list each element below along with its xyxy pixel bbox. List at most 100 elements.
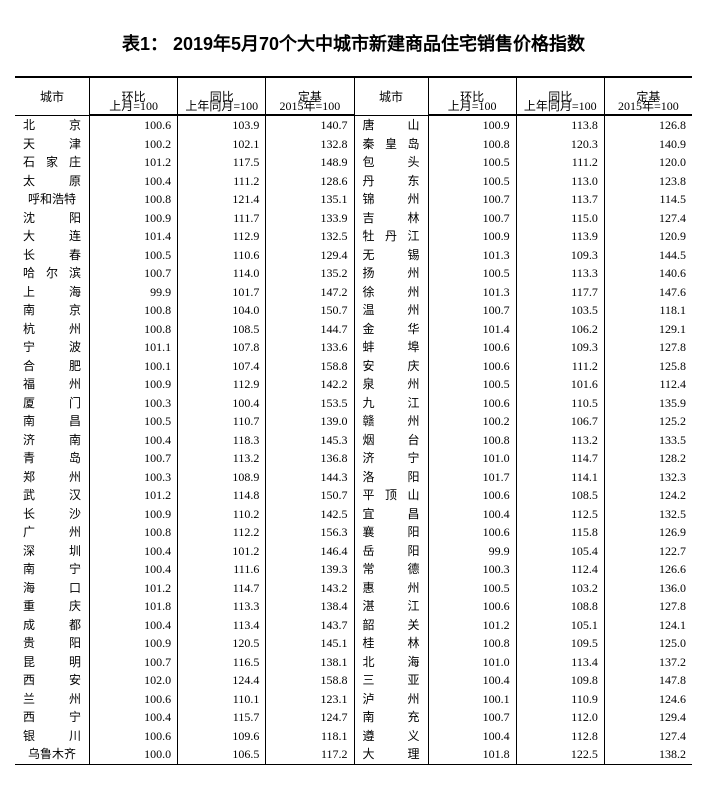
table-row: 秦皇岛100.8120.3140.9 (354, 135, 693, 154)
value-cell: 100.4 (428, 671, 516, 690)
value-cell: 109.5 (516, 634, 604, 653)
value-cell: 145.1 (265, 634, 353, 653)
value-cell: 100.1 (428, 690, 516, 709)
value-cell: 107.8 (177, 338, 265, 357)
value-cell: 100.9 (89, 209, 177, 228)
price-index-table: 城市 环比 同比 定基 上月=100 上年同月=100 2015年=100 北京… (15, 76, 692, 765)
table-row: 北京100.6103.9140.7 (15, 116, 354, 135)
value-cell: 106.7 (516, 412, 604, 431)
table-row: 岳阳99.9105.4122.7 (354, 542, 693, 561)
value-cell: 101.3 (428, 246, 516, 265)
value-cell: 138.4 (265, 597, 353, 616)
value-cell: 127.8 (604, 338, 692, 357)
table-row: 厦门100.3100.4153.5 (15, 394, 354, 413)
value-cell: 153.5 (265, 394, 353, 413)
city-name: 长春 (15, 246, 89, 265)
value-cell: 113.4 (177, 616, 265, 635)
value-cell: 125.0 (604, 634, 692, 653)
value-cell: 101.1 (89, 338, 177, 357)
table-row: 贵阳100.9120.5145.1 (15, 634, 354, 653)
table-right-half: 城市 环比 同比 定基 上月=100 上年同月=100 2015年=100 唐山… (354, 78, 693, 764)
value-cell: 108.5 (177, 320, 265, 339)
value-cell: 101.8 (428, 745, 516, 764)
city-name: 杭州 (15, 320, 89, 339)
value-cell: 108.5 (516, 486, 604, 505)
value-cell: 100.1 (89, 357, 177, 376)
city-name: 长沙 (15, 505, 89, 524)
value-cell: 100.7 (428, 209, 516, 228)
value-cell: 115.0 (516, 209, 604, 228)
value-cell: 101.8 (89, 597, 177, 616)
value-cell: 142.5 (265, 505, 353, 524)
value-cell: 147.2 (265, 283, 353, 302)
city-name: 厦门 (15, 394, 89, 413)
table-row: 徐州101.3117.7147.6 (354, 283, 693, 302)
value-cell: 100.5 (428, 153, 516, 172)
value-cell: 138.2 (604, 745, 692, 764)
value-cell: 111.2 (177, 172, 265, 191)
city-name: 无锡 (354, 246, 428, 265)
header-yoy-sub: 上年同月=100 (516, 96, 604, 115)
value-cell: 113.2 (177, 449, 265, 468)
value-cell: 111.2 (516, 153, 604, 172)
value-cell: 100.4 (428, 727, 516, 746)
city-name: 武汉 (15, 486, 89, 505)
value-cell: 110.5 (516, 394, 604, 413)
value-cell: 144.7 (265, 320, 353, 339)
city-name: 福州 (15, 375, 89, 394)
value-cell: 101.2 (177, 542, 265, 561)
city-name: 青岛 (15, 449, 89, 468)
table-row: 赣州100.2106.7125.2 (354, 412, 693, 431)
city-name: 遵义 (354, 727, 428, 746)
table-row: 大连101.4112.9132.5 (15, 227, 354, 246)
value-cell: 115.8 (516, 523, 604, 542)
value-cell: 100.9 (89, 505, 177, 524)
table-row: 西安102.0124.4158.8 (15, 671, 354, 690)
city-name: 赣州 (354, 412, 428, 431)
value-cell: 100.7 (89, 449, 177, 468)
table-row: 哈尔滨100.7114.0135.2 (15, 264, 354, 283)
value-cell: 114.0 (177, 264, 265, 283)
city-name: 南宁 (15, 560, 89, 579)
value-cell: 100.7 (428, 190, 516, 209)
city-name: 秦皇岛 (354, 135, 428, 154)
value-cell: 100.4 (89, 708, 177, 727)
table-row: 三亚100.4109.8147.8 (354, 671, 693, 690)
city-name: 石家庄 (15, 153, 89, 172)
city-name: 上海 (15, 283, 89, 302)
city-name: 大连 (15, 227, 89, 246)
city-name: 天津 (15, 135, 89, 154)
city-name: 海口 (15, 579, 89, 598)
table-row: 呼和浩特100.8121.4135.1 (15, 190, 354, 209)
value-cell: 100.6 (89, 690, 177, 709)
table-row: 吉林100.7115.0127.4 (354, 209, 693, 228)
value-cell: 124.7 (265, 708, 353, 727)
value-cell: 126.6 (604, 560, 692, 579)
city-name: 济宁 (354, 449, 428, 468)
value-cell: 120.5 (177, 634, 265, 653)
city-name: 昆明 (15, 653, 89, 672)
value-cell: 112.2 (177, 523, 265, 542)
value-cell: 100.6 (428, 338, 516, 357)
value-cell: 111.2 (516, 357, 604, 376)
value-cell: 100.2 (428, 412, 516, 431)
value-cell: 100.6 (89, 727, 177, 746)
value-cell: 113.3 (516, 264, 604, 283)
value-cell: 106.2 (516, 320, 604, 339)
value-cell: 100.3 (89, 468, 177, 487)
city-name: 贵阳 (15, 634, 89, 653)
table-row: 南充100.7112.0129.4 (354, 708, 693, 727)
value-cell: 100.8 (89, 320, 177, 339)
city-name: 宜昌 (354, 505, 428, 524)
value-cell: 113.3 (177, 597, 265, 616)
value-cell: 123.1 (265, 690, 353, 709)
value-cell: 129.1 (604, 320, 692, 339)
table-row: 丹东100.5113.0123.8 (354, 172, 693, 191)
table-row: 九江100.6110.5135.9 (354, 394, 693, 413)
value-cell: 150.7 (265, 486, 353, 505)
value-cell: 158.8 (265, 671, 353, 690)
city-name: 成都 (15, 616, 89, 635)
city-name: 南充 (354, 708, 428, 727)
city-name: 南昌 (15, 412, 89, 431)
value-cell: 135.9 (604, 394, 692, 413)
